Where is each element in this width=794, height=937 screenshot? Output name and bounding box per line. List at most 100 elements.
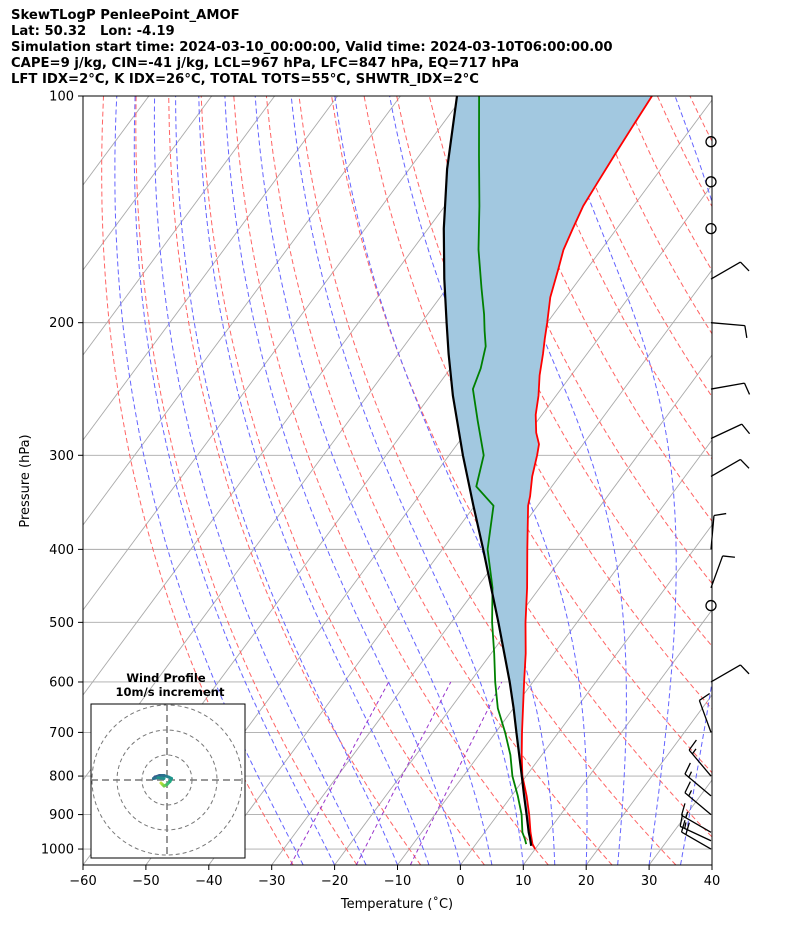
time-line: Simulation start time: 2024-03-10_00:00:… (11, 40, 613, 55)
wind-barb (688, 739, 712, 777)
y-tick-label: 800 (49, 770, 74, 785)
y-tick-label: 200 (49, 316, 74, 331)
wind-barb-flag (713, 512, 727, 517)
wind-barb (684, 762, 712, 797)
wind-barb-flag (722, 555, 735, 558)
x-tick-label: −30 (258, 874, 285, 889)
moist-adiabat-line (254, 96, 493, 865)
hodograph-trace-segment (156, 776, 166, 780)
dry-adiabat-line (135, 96, 358, 865)
wind-barb-flag (744, 325, 748, 338)
chart-title: SkewTLogP PenleePoint_AMOF (11, 8, 240, 23)
wind-barb-halfflag (685, 811, 689, 818)
dry-adiabat-line (331, 96, 712, 838)
wind-barb (710, 664, 750, 683)
wind-barb-staff (684, 792, 712, 816)
moist-adiabat-line (175, 96, 398, 865)
wind-barb-staff (684, 773, 712, 797)
x-tick-label: −60 (69, 874, 96, 889)
dry-adiabat-line (755, 96, 794, 865)
x-axis-label: Temperature (˚C) (340, 896, 453, 912)
isotherm-line (83, 96, 213, 271)
dry-adiabat-line (526, 96, 712, 460)
wind-barb-staff (710, 515, 715, 550)
wind-barb-staff (710, 555, 724, 589)
wind-barb-staff (681, 814, 712, 833)
moist-adiabat-line (290, 96, 524, 865)
wind-barb-flag (699, 692, 710, 701)
wind-barb (680, 819, 712, 850)
wind-barb-staff (710, 261, 741, 280)
moist-adiabat-line (198, 96, 430, 865)
location-line: Lat: 50.32 Lon: -4.19 (11, 24, 175, 39)
y-tick-label: 700 (49, 726, 74, 741)
moist-adiabat-line (334, 96, 556, 865)
wind-barb-flag (739, 458, 750, 469)
wind-barb-staff (681, 831, 712, 850)
isotherm-line (271, 269, 712, 865)
x-tick-label: 10 (515, 874, 532, 889)
moist-adiabat-line (224, 96, 461, 865)
hodograph-title: Wind Profile (126, 671, 206, 685)
wind-barb (684, 781, 712, 816)
wind-barb-staff (679, 825, 712, 842)
dry-adiabat-line (559, 96, 712, 398)
wind-barb-flag (685, 822, 690, 835)
wind-barb (710, 512, 727, 550)
moist-adiabat-line (711, 862, 712, 865)
dry-adiabat-line (233, 96, 549, 865)
y-tick-label: 300 (49, 449, 74, 464)
x-tick-label: 20 (578, 874, 595, 889)
x-tick-label: −20 (321, 874, 348, 889)
wind-barb-halfflag (684, 822, 687, 829)
isotherm-line (83, 96, 338, 441)
dry-adiabat-line (298, 96, 677, 865)
dry-adiabat-line (494, 96, 712, 522)
moist-adiabat-line (744, 96, 794, 865)
isotherm-line (83, 96, 464, 611)
dry-adiabat-line (101, 96, 294, 865)
dry-adiabat-line (788, 96, 794, 865)
x-tick-label: −10 (384, 874, 411, 889)
x-tick-label: −50 (132, 874, 159, 889)
wind-barb-staff (710, 664, 741, 683)
wind-barb-staff (710, 382, 745, 390)
wind-barb (710, 555, 735, 589)
isotherm-line (648, 779, 712, 865)
isotherm-line (711, 864, 712, 865)
y-axis-label: Pressure (hPa) (18, 434, 33, 527)
hodograph-subtitle: 10m/s increment (116, 685, 225, 699)
indices-line-2: LFT IDX=2°C, K IDX=26°C, TOTAL TOTS=55°C… (11, 72, 479, 87)
moist-adiabat-line (153, 96, 367, 865)
chart-header: SkewTLogP PenleePoint_AMOF Lat: 50.32 Lon… (11, 8, 613, 88)
wind-barb-staff (710, 322, 745, 327)
dry-adiabat-line (200, 96, 485, 865)
y-tick-label: 600 (49, 675, 74, 690)
x-tick-label: 40 (704, 874, 721, 889)
wind-barb-staff (710, 458, 741, 477)
moist-adiabat-line (133, 96, 336, 865)
dry-adiabat-line (689, 96, 712, 143)
wind-barb-flag (680, 803, 686, 816)
isotherm-line (585, 694, 712, 865)
mixing-ratio-line (409, 681, 503, 865)
moist-adiabat-line (459, 96, 627, 865)
wind-barb-halfflag (688, 771, 693, 778)
y-tick-label: 900 (49, 808, 74, 823)
wind-barb-flag (743, 382, 751, 395)
wind-barb (680, 803, 712, 833)
wind-barb-staff (698, 700, 712, 733)
mixing-ratio-line (355, 681, 452, 865)
parcel-line (442, 96, 533, 846)
wind-barb (679, 814, 712, 842)
indices-line-1: CAPE=9 j/kg, CIN=-41 j/kg, LCL=967 hPa, … (11, 56, 520, 71)
wind-barb (698, 692, 712, 733)
dry-adiabat-line (591, 96, 712, 335)
x-tick-label: 30 (641, 874, 658, 889)
wind-barb-flag (680, 819, 686, 833)
mixing-ratio-line (290, 681, 390, 865)
wind-barb-flag (684, 781, 691, 794)
wind-barb (710, 382, 751, 395)
wind-barb (710, 322, 748, 338)
